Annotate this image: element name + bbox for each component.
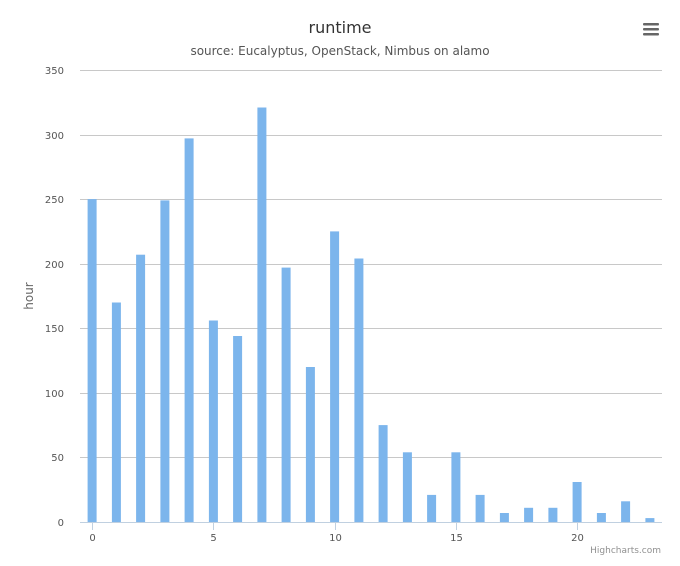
x-tick-label: 0 (89, 533, 95, 544)
bar[interactable] (645, 518, 655, 522)
bar[interactable] (281, 267, 291, 522)
y-tick-label: 0 (58, 518, 64, 529)
bar[interactable] (305, 367, 315, 522)
bar[interactable] (354, 258, 364, 523)
y-tick-label: 250 (45, 195, 64, 206)
y-gridlines (80, 70, 662, 458)
bar[interactable] (572, 482, 582, 522)
y-axis-tick-labels: 0 50 100 150 200 250 300 350 (45, 66, 64, 529)
bar[interactable] (136, 254, 146, 522)
x-tick-label: 5 (210, 533, 216, 544)
bar[interactable] (111, 302, 121, 523)
bar[interactable] (160, 200, 170, 522)
credits-link[interactable]: Highcharts.com (590, 546, 661, 556)
x-tick-label: 10 (329, 533, 342, 544)
y-axis-title: hour (22, 282, 36, 310)
bar[interactable] (402, 452, 412, 522)
y-tick-label: 50 (51, 453, 64, 464)
x-tick-label: 20 (571, 533, 584, 544)
bar-series (87, 107, 655, 523)
bar[interactable] (451, 452, 461, 522)
y-tick-label: 300 (45, 131, 64, 142)
y-tick-label: 350 (45, 66, 64, 77)
bar[interactable] (378, 425, 388, 522)
bar[interactable] (233, 336, 243, 522)
context-menu-button[interactable] (638, 19, 664, 39)
bar[interactable] (208, 320, 218, 523)
bar[interactable] (330, 231, 340, 522)
x-axis: 0 5 10 15 20 (80, 522, 662, 544)
bar[interactable] (596, 513, 606, 522)
bar[interactable] (184, 138, 194, 522)
bar[interactable] (257, 107, 267, 523)
bar[interactable] (621, 501, 631, 522)
chart-subtitle: source: Eucalyptus, OpenStack, Nimbus on… (190, 44, 489, 58)
x-tick-label: 15 (450, 533, 463, 544)
bar[interactable] (427, 494, 437, 522)
y-tick-label: 150 (45, 324, 64, 335)
bar[interactable] (499, 513, 509, 522)
bar[interactable] (87, 199, 97, 522)
y-tick-label: 100 (45, 389, 64, 400)
chart-title: runtime (308, 18, 371, 37)
bar[interactable] (524, 507, 534, 522)
y-tick-label: 200 (45, 260, 64, 271)
bar[interactable] (475, 494, 485, 522)
hamburger-menu-icon (643, 23, 659, 36)
bar[interactable] (548, 507, 558, 522)
